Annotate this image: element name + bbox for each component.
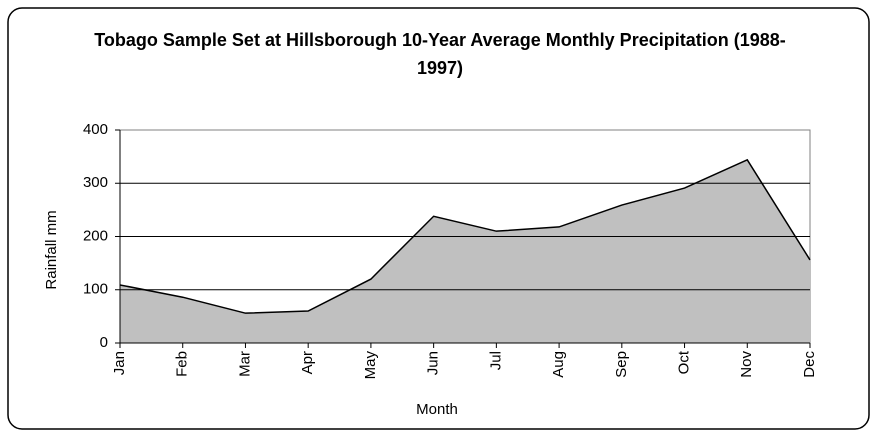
x-tick-label: Nov bbox=[738, 351, 755, 378]
y-axis-label: Rainfall mm bbox=[43, 210, 60, 289]
chart-title: Tobago Sample Set at Hillsborough 10-Yea… bbox=[94, 30, 786, 78]
y-tick-label: 200 bbox=[83, 227, 108, 244]
x-tick-label: Oct bbox=[676, 350, 693, 374]
area bbox=[120, 159, 810, 343]
x-tick-label: Jul bbox=[487, 351, 504, 370]
y-tick-label: 0 bbox=[100, 334, 108, 351]
x-tick-label: Mar bbox=[236, 351, 253, 377]
x-tick-label: Apr bbox=[299, 351, 316, 374]
x-tick-label: Aug bbox=[550, 351, 567, 378]
x-tick-label: Feb bbox=[174, 351, 191, 377]
y-tick-label: 300 bbox=[83, 174, 108, 191]
x-tick-label: May bbox=[362, 351, 379, 380]
x-tick-label: Dec bbox=[801, 351, 818, 378]
x-tick-label: Jun bbox=[425, 351, 442, 375]
x-axis-label: Month bbox=[416, 401, 458, 418]
x-tick-label: Sep bbox=[613, 351, 630, 378]
y-tick-label: 400 bbox=[83, 121, 108, 138]
y-tick-label: 100 bbox=[83, 281, 108, 298]
x-tick-label: Jan bbox=[111, 351, 128, 375]
